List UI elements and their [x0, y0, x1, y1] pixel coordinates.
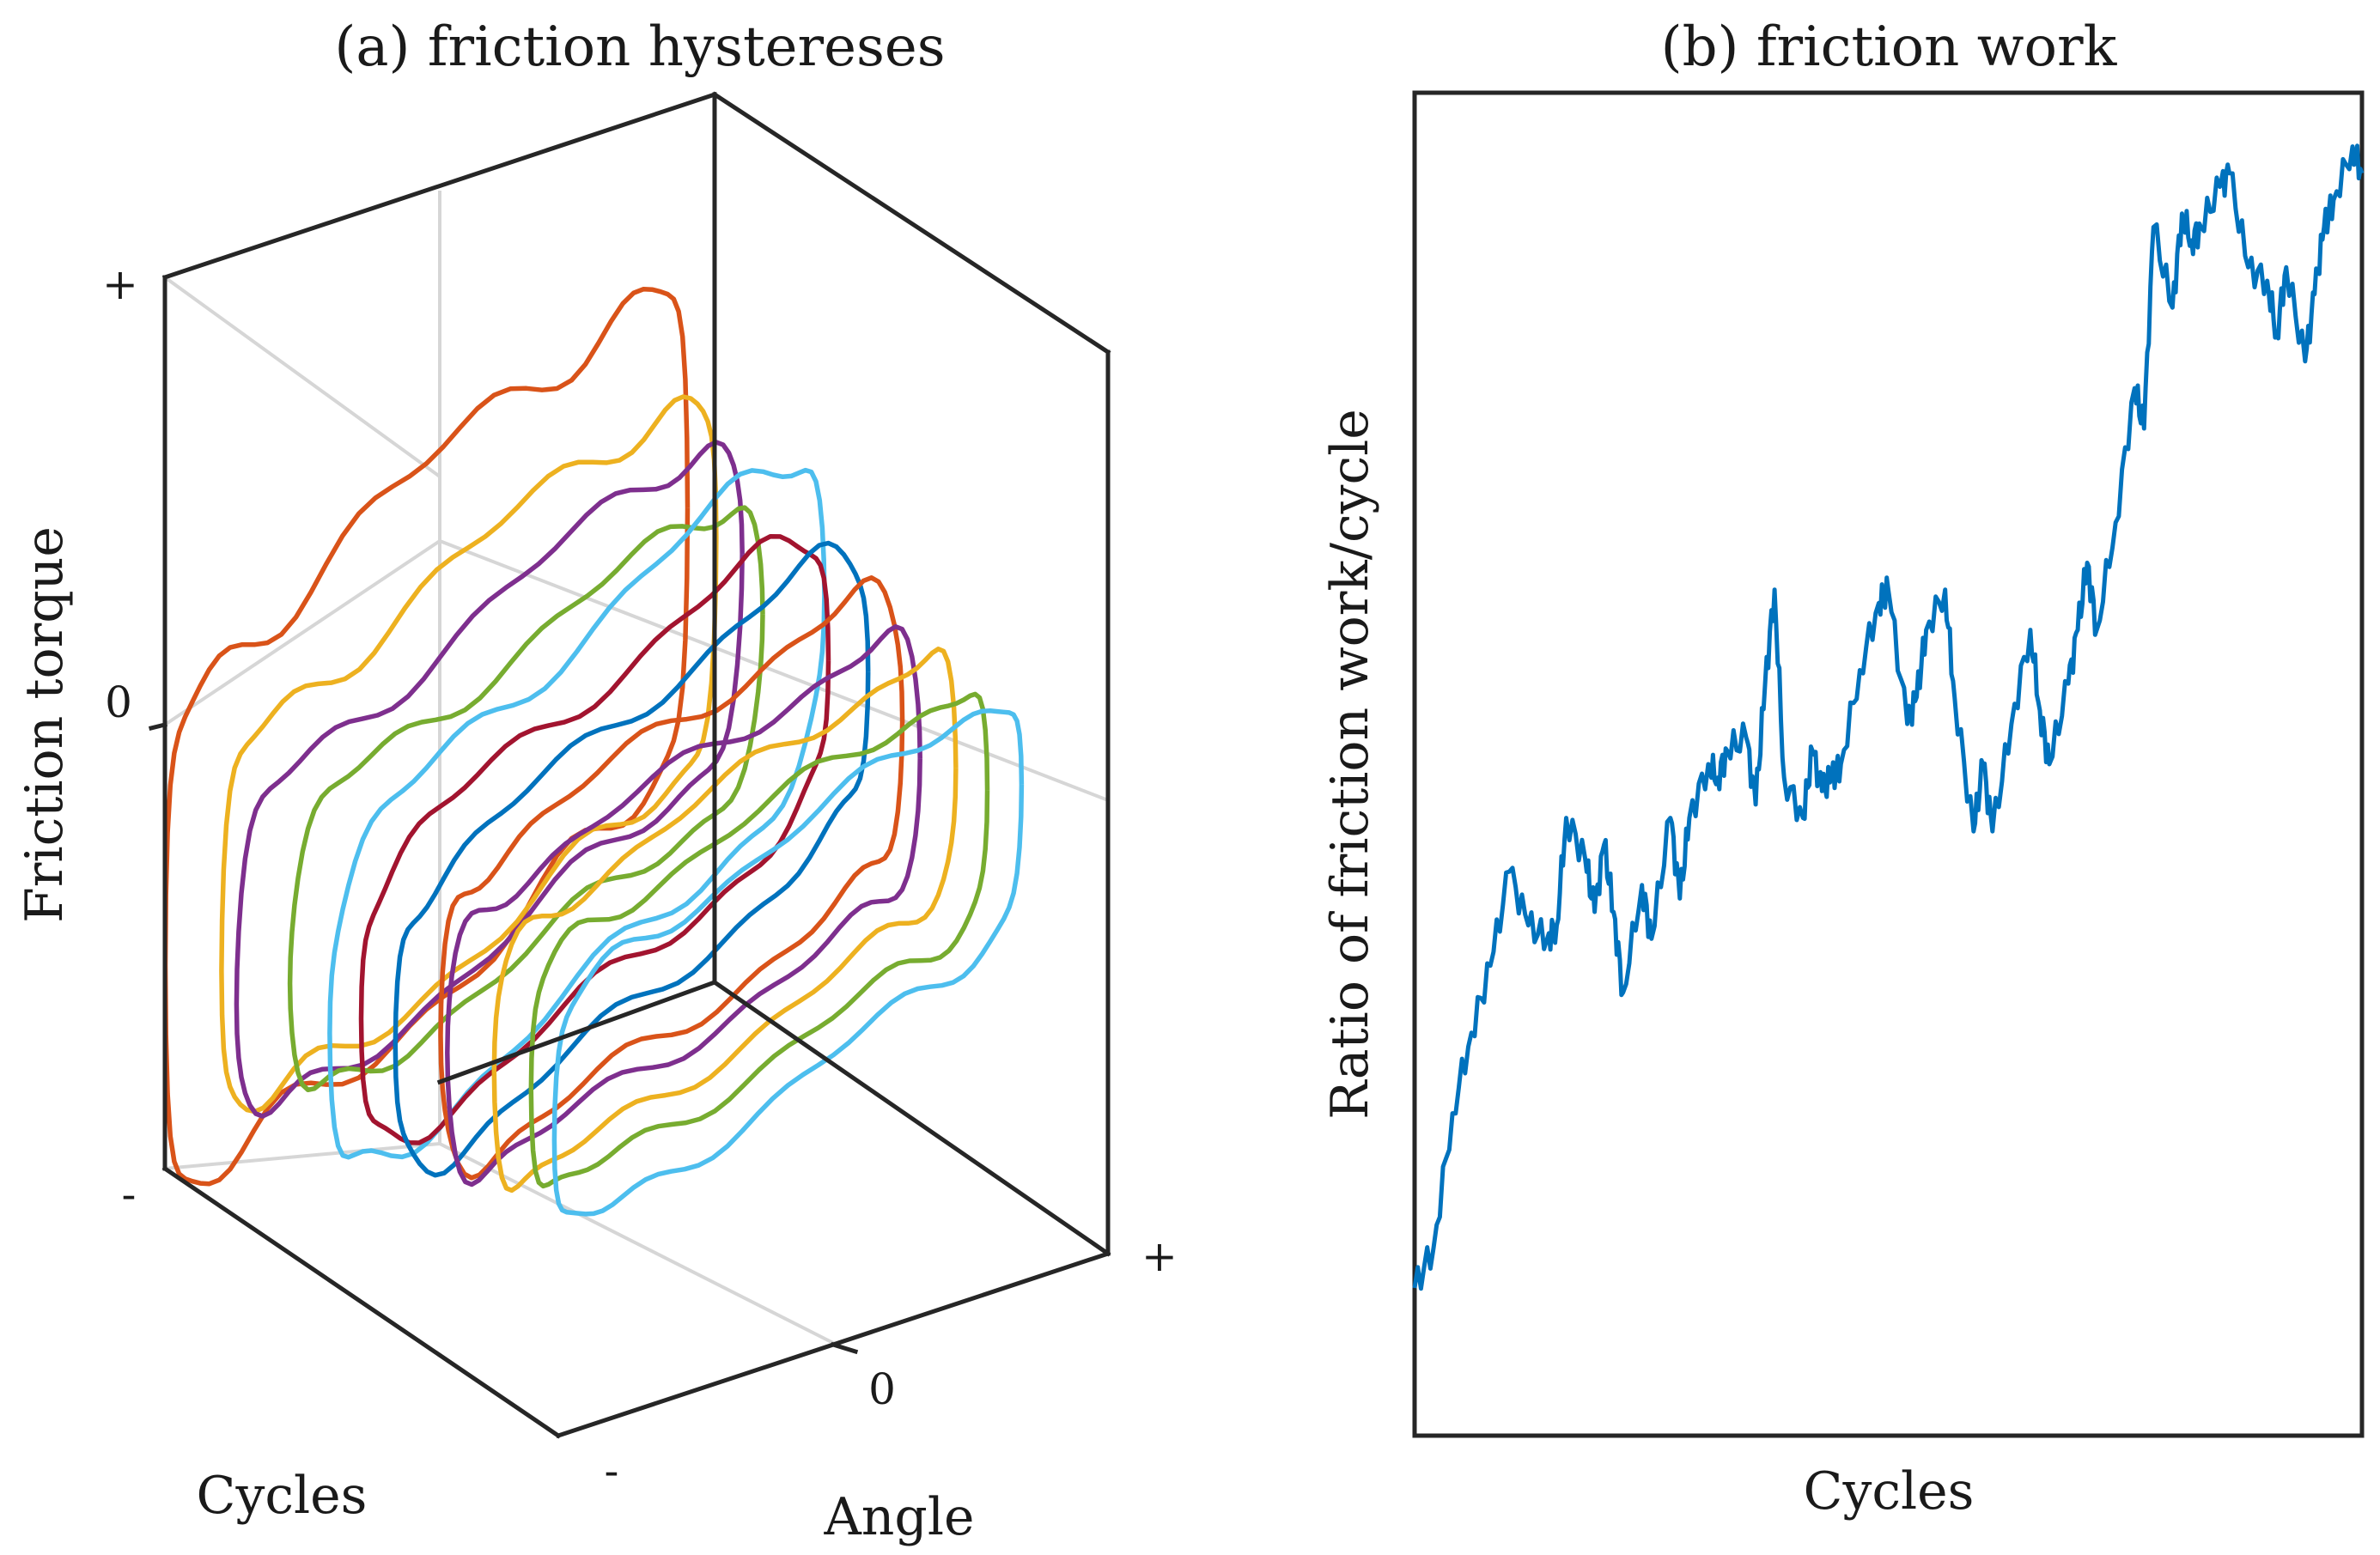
- z-axis-label: Friction torque: [15, 526, 75, 923]
- axis-edge-top-right: [711, 91, 1111, 355]
- z-tick-minus: -: [122, 1169, 137, 1219]
- hysteresis-loop-2: [219, 394, 719, 1115]
- y-axis-label: Angle: [823, 1487, 974, 1547]
- hysteresis-loops: [162, 286, 1025, 1217]
- y-tick-0: 0: [868, 1364, 896, 1414]
- hysteresis-loop-11: [528, 691, 990, 1189]
- hysteresis-loop-9: [445, 624, 922, 1188]
- panel-b: (b) friction work Ratio of friction work…: [1320, 15, 2365, 1522]
- y-axis-label: Ratio of friction work/cycle: [1320, 409, 1380, 1120]
- work-series: [1412, 143, 2365, 1291]
- hysteresis-loop-8: [438, 575, 905, 1181]
- grid-mid-right: [439, 539, 1109, 802]
- hysteresis-loop-4: [287, 505, 765, 1093]
- panel-b-title: (b) friction work: [1661, 15, 2118, 79]
- hysteresis-loop-6: [358, 533, 831, 1145]
- plot-frame: [1412, 90, 2365, 1438]
- friction-work-line: [1412, 143, 2365, 1291]
- y-tick-plus: +: [1141, 1231, 1178, 1281]
- grid-floor-left: [164, 1142, 441, 1170]
- x-axis-label: Cycles: [197, 1466, 368, 1526]
- grid-mid-left: [163, 539, 441, 726]
- panel-a: (a) friction hystereses + 0 - - 0 + Fric…: [15, 15, 1178, 1547]
- x-axis-label: Cycles: [1804, 1461, 1975, 1522]
- z-tick-zero: [148, 721, 168, 732]
- hysteresis-loop-5: [327, 467, 827, 1160]
- panel-a-title: (a) friction hystereses: [334, 15, 945, 79]
- hysteresis-loop-12: [551, 708, 1025, 1217]
- z-tick-0: 0: [105, 677, 132, 727]
- axis-edge-inner: [436, 979, 718, 1085]
- z-tick-plus: +: [102, 259, 138, 309]
- hysteresis-loop-7: [393, 540, 871, 1178]
- hysteresis-loop-10: [491, 647, 959, 1194]
- hysteresis-loop-1: [162, 286, 691, 1187]
- hysteresis-loop-3: [234, 440, 745, 1119]
- grid-floor-right: [439, 1142, 836, 1345]
- axis-edge-top-left: [161, 91, 718, 281]
- axis-edge-inner-right: [711, 979, 1111, 1257]
- axis-cycles: [161, 1165, 562, 1439]
- grid-wall-top-left: [163, 276, 441, 478]
- x-tick-minus: -: [605, 1446, 619, 1496]
- y-tick-zero: [830, 1341, 859, 1355]
